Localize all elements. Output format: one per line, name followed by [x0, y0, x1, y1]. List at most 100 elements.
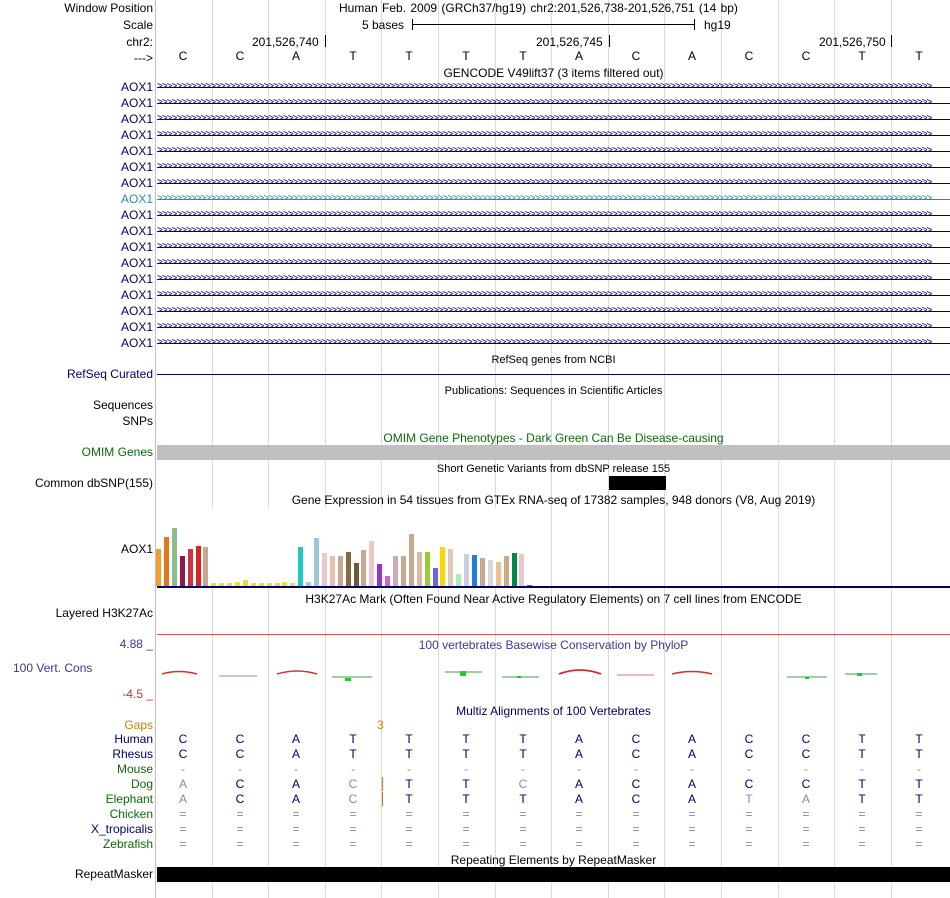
gtex-tissue-bar[interactable] — [409, 534, 414, 586]
gtex-tissue-bar[interactable] — [401, 556, 406, 586]
gtex-tissue-bar[interactable] — [393, 556, 398, 586]
gencode-transcript-line[interactable] — [157, 103, 950, 104]
gtex-tissue-bar[interactable] — [456, 574, 461, 586]
gtex-tissue-bar[interactable] — [464, 554, 469, 586]
gtex-tissue-bar[interactable] — [259, 583, 264, 586]
h3k27ac-title[interactable]: H3K27Ac Mark (Often Found Near Active Re… — [305, 592, 802, 606]
gencode-transcript-label[interactable]: AOX1 — [120, 224, 153, 238]
species-label[interactable]: Elephant — [105, 792, 153, 806]
publications-label-snps[interactable]: SNPs — [122, 414, 153, 428]
gtex-tissue-bar[interactable] — [211, 583, 216, 586]
repeatmasker-bar[interactable] — [157, 867, 950, 882]
dbsnp-title[interactable]: Short Genetic Variants from dbSNP releas… — [436, 463, 671, 475]
gencode-transcript-line[interactable] — [157, 167, 950, 168]
gencode-transcript-label[interactable]: AOX1 — [120, 320, 153, 334]
publications-label-sequences[interactable]: Sequences — [92, 398, 153, 412]
species-label[interactable]: Rhesus — [112, 747, 153, 761]
gencode-transcript-line[interactable] — [157, 327, 950, 328]
gtex-tissue-bar[interactable] — [227, 583, 232, 586]
gtex-tissue-bar[interactable] — [361, 550, 366, 586]
gtex-tissue-bar[interactable] — [282, 582, 287, 586]
chrom-label[interactable]: chr2: — [126, 35, 153, 49]
gtex-tissue-bar[interactable] — [235, 582, 240, 586]
gtex-tissue-bar[interactable] — [385, 576, 390, 586]
phylop-wiggle[interactable] — [157, 660, 950, 690]
gtex-tissue-bar[interactable] — [440, 547, 445, 586]
gencode-transcript-line[interactable] — [157, 215, 950, 216]
gencode-transcript-line[interactable] — [157, 87, 950, 88]
gtex-tissue-bar[interactable] — [488, 560, 493, 586]
gtex-title[interactable]: Gene Expression in 54 tissues from GTEx … — [291, 493, 816, 507]
gtex-tissue-bar[interactable] — [338, 556, 343, 586]
scale-label[interactable]: Scale — [122, 18, 153, 32]
h3k27ac-label[interactable]: Layered H3K27Ac — [55, 606, 153, 620]
gencode-transcript-label[interactable]: AOX1 — [120, 96, 153, 110]
phylop-title[interactable]: 100 vertebrates Basewise Conservation by… — [418, 638, 689, 652]
species-label[interactable]: Dog — [130, 777, 153, 791]
gtex-tissue-bar[interactable] — [298, 547, 303, 586]
species-label[interactable]: Chicken — [109, 807, 153, 821]
gtex-tissue-bar[interactable] — [448, 549, 453, 586]
gtex-tissue-bar[interactable] — [527, 585, 532, 586]
gtex-tissue-bar[interactable] — [156, 549, 161, 586]
gtex-tissue-bar[interactable] — [433, 568, 438, 586]
gencode-transcript-label[interactable]: AOX1 — [120, 256, 153, 270]
gtex-tissue-bar[interactable] — [472, 555, 477, 586]
gencode-transcript-label[interactable]: AOX1 — [120, 272, 153, 286]
gtex-tissue-bar[interactable] — [512, 553, 517, 586]
gtex-tissue-bar[interactable] — [219, 583, 224, 586]
gencode-transcript-line[interactable] — [157, 183, 950, 184]
gencode-transcript-label[interactable]: AOX1 — [120, 160, 153, 174]
gencode-transcript-label[interactable]: AOX1 — [120, 112, 153, 126]
repeatmasker-title[interactable]: Repeating Elements by RepeatMasker — [450, 853, 657, 867]
gencode-transcript-line[interactable] — [157, 343, 950, 344]
species-label[interactable]: Human — [114, 732, 153, 746]
gtex-tissue-bar[interactable] — [519, 554, 524, 586]
gencode-transcript-label[interactable]: AOX1 — [120, 304, 153, 318]
gtex-tissue-bar[interactable] — [496, 562, 501, 586]
gtex-tissue-bar[interactable] — [322, 553, 327, 586]
gtex-tissue-bar[interactable] — [275, 583, 280, 586]
refseq-title[interactable]: RefSeq genes from NCBI — [491, 354, 616, 366]
gtex-tissue-bar[interactable] — [480, 558, 485, 586]
window-position-label[interactable]: Window Position — [64, 1, 153, 15]
gencode-transcript-line[interactable] — [157, 119, 950, 120]
gencode-transcript-label[interactable]: AOX1 — [120, 128, 153, 142]
gtex-tissue-bar[interactable] — [330, 556, 335, 586]
refseq-line[interactable] — [157, 374, 950, 375]
species-label[interactable]: Zebrafish — [102, 837, 153, 851]
gencode-transcript-line[interactable] — [157, 247, 950, 248]
gencode-title[interactable]: GENCODE V49lift37 (3 items filtered out) — [443, 66, 664, 80]
dbsnp-variant[interactable] — [609, 476, 666, 490]
gtex-tissue-bar[interactable] — [164, 537, 169, 586]
gtex-tissue-bar[interactable] — [354, 563, 359, 586]
gencode-transcript-line[interactable] — [157, 263, 950, 264]
gencode-transcript-line[interactable] — [157, 231, 950, 232]
gencode-transcript-line[interactable] — [157, 279, 950, 280]
gencode-transcript-line[interactable] — [157, 199, 950, 200]
publications-title[interactable]: Publications: Sequences in Scientific Ar… — [444, 385, 663, 397]
gencode-transcript-line[interactable] — [157, 311, 950, 312]
dbsnp-label[interactable]: Common dbSNP(155) — [34, 476, 153, 490]
gencode-transcript-label[interactable]: AOX1 — [120, 336, 153, 350]
gencode-transcript-label[interactable]: AOX1 — [120, 192, 153, 206]
gtex-tissue-bar[interactable] — [425, 552, 430, 586]
gtex-tissue-bar[interactable] — [377, 564, 382, 586]
omim-gene-bar[interactable] — [157, 445, 950, 460]
gtex-tissue-bar[interactable] — [314, 538, 319, 586]
gencode-transcript-label[interactable]: AOX1 — [120, 240, 153, 254]
gencode-transcript-label[interactable]: AOX1 — [120, 80, 153, 94]
multiz-title[interactable]: Multiz Alignments of 100 Vertebrates — [456, 704, 651, 718]
omim-title[interactable]: OMIM Gene Phenotypes - Dark Green Can Be… — [383, 431, 724, 445]
gtex-tissue-bar[interactable] — [180, 556, 185, 586]
gtex-label[interactable]: AOX1 — [120, 542, 153, 556]
gencode-transcript-label[interactable]: AOX1 — [120, 288, 153, 302]
gtex-tissue-bar[interactable] — [267, 583, 272, 586]
gencode-transcript-line[interactable] — [157, 151, 950, 152]
gtex-tissue-bar[interactable] — [417, 552, 422, 586]
gtex-tissue-bar[interactable] — [504, 556, 509, 586]
gtex-tissue-bar[interactable] — [243, 580, 248, 586]
gtex-tissue-bar[interactable] — [188, 549, 193, 586]
gencode-transcript-line[interactable] — [157, 295, 950, 296]
omim-label[interactable]: OMIM Genes — [81, 445, 153, 459]
